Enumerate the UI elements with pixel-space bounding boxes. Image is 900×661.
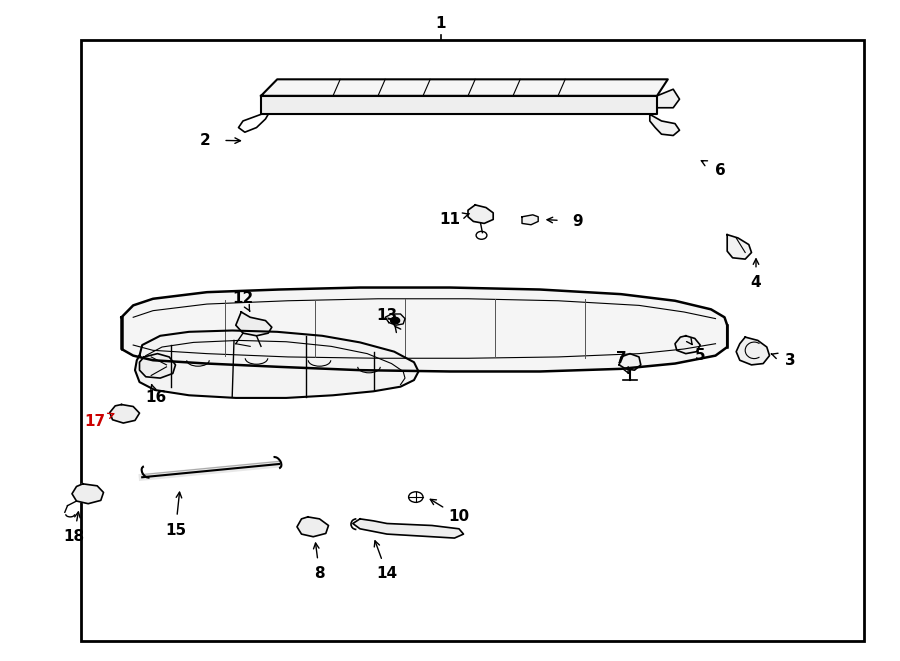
Polygon shape [675,336,700,354]
Polygon shape [650,114,680,136]
Polygon shape [261,96,657,114]
Polygon shape [236,312,272,336]
Text: 5: 5 [695,348,706,363]
Text: 12: 12 [232,292,254,306]
Polygon shape [110,405,140,423]
Polygon shape [122,288,727,371]
Polygon shape [135,330,419,398]
Bar [81,40,864,641]
Text: 6: 6 [715,163,725,178]
Text: 8: 8 [314,566,325,581]
Polygon shape [140,354,176,378]
Text: 17: 17 [84,414,105,429]
Circle shape [391,317,400,324]
Polygon shape [353,519,464,538]
Text: 9: 9 [572,214,583,229]
Text: 11: 11 [439,212,461,227]
Text: 13: 13 [376,309,398,323]
Text: 4: 4 [751,276,761,290]
Polygon shape [297,517,328,537]
Polygon shape [72,484,104,504]
Text: 14: 14 [376,566,398,581]
Text: 3: 3 [785,353,796,368]
Text: 1: 1 [436,16,446,30]
Polygon shape [727,235,752,259]
Text: 15: 15 [165,523,186,537]
Polygon shape [657,89,680,108]
Polygon shape [385,314,405,325]
Polygon shape [468,205,493,223]
Polygon shape [522,215,538,225]
Text: 16: 16 [145,391,166,405]
Polygon shape [736,337,770,365]
Text: 10: 10 [448,510,470,524]
Polygon shape [619,354,641,370]
Text: 7: 7 [616,351,626,366]
Text: 2: 2 [200,133,211,147]
Text: 18: 18 [63,529,85,544]
Polygon shape [261,79,668,96]
